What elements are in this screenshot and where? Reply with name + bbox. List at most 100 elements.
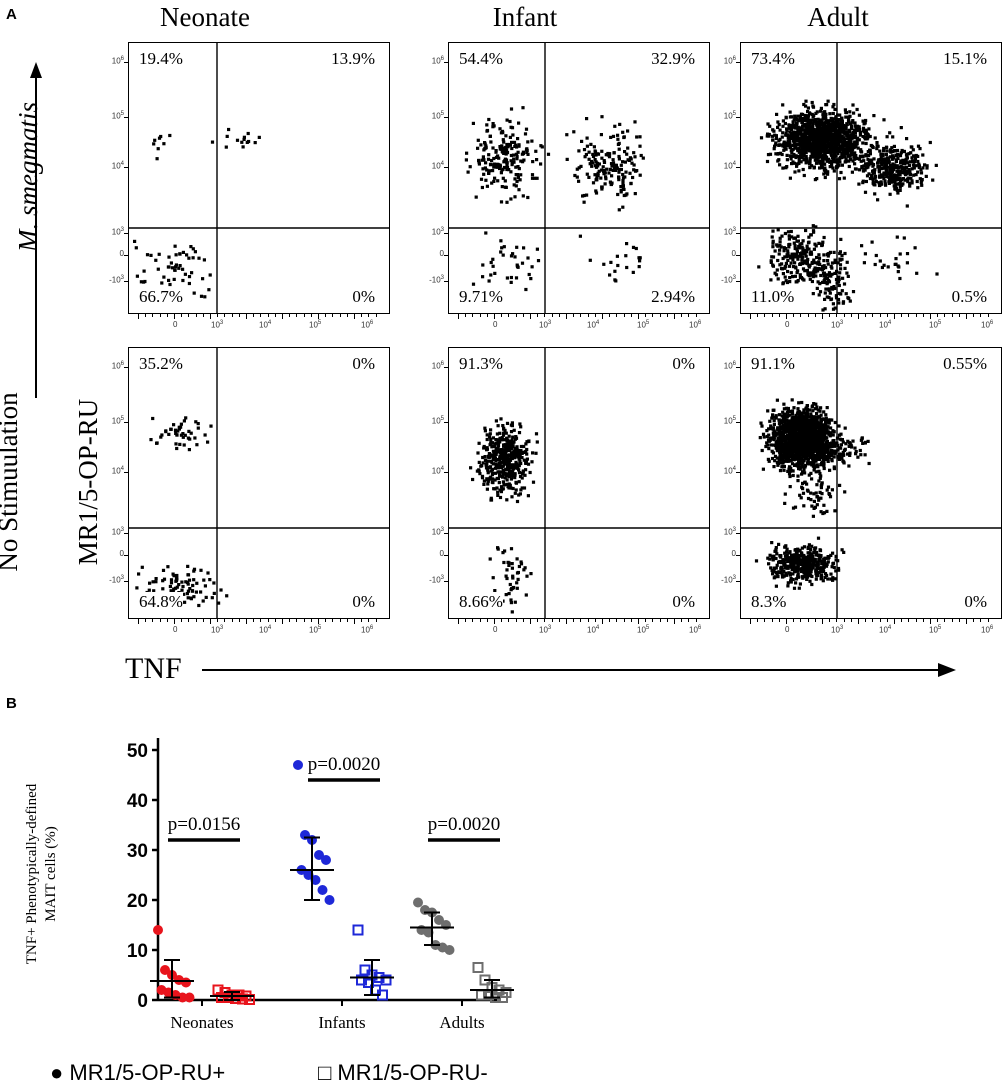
event-dot [796,257,800,261]
event-dot [848,110,852,114]
event-dot [817,448,821,452]
event-dot [839,237,843,241]
event-dot [477,441,481,445]
y-tick-label: 0 [439,249,444,258]
event-dot [925,166,929,170]
event-dot [783,443,787,447]
event-dot [797,143,801,147]
event-dot [490,473,494,477]
event-dot [241,145,245,149]
event-dot [485,128,490,133]
event-dot [767,562,771,566]
event-dot [788,276,792,280]
event-dot [235,138,240,142]
event-dot [813,149,817,153]
event-dot [833,306,837,310]
event-dot [807,263,811,267]
event-dot [823,157,828,161]
event-dot [530,139,534,143]
x-tick-mark [522,314,524,317]
event-dot [817,137,821,141]
x-tick-mark [361,619,363,622]
event-dot [827,452,831,456]
event-dot [820,243,824,248]
event-dot [832,157,836,161]
event-dot [816,432,820,436]
event-dot [765,429,769,433]
event-dot [794,424,799,428]
event-dot [501,599,505,603]
event-dot [802,438,806,442]
event-dot [507,168,511,172]
event-dot [815,286,819,290]
event-dot [853,131,857,135]
event-dot [494,452,498,456]
event-dot [885,135,889,139]
event-dot [210,140,215,144]
event-dot [809,437,813,441]
event-dot [515,157,519,161]
event-dot [802,128,806,132]
event-dot [824,117,828,121]
quadrant-ll-value: 66.7% [139,287,183,307]
event-dot [510,146,514,151]
event-dot [621,205,625,209]
event-dot [837,177,842,181]
event-dot [520,456,524,460]
event-dot [505,444,509,448]
x-tick-mark [966,314,967,319]
event-dot [826,144,830,148]
event-dot [800,141,804,145]
event-dot [812,429,816,433]
event-dot [533,176,537,180]
event-dot [829,143,833,147]
x-tick-mark [274,314,276,317]
event-dot [782,402,786,406]
event-dot [505,568,509,572]
x-tick-mark [318,314,319,319]
event-dot [185,580,190,584]
event-dot [799,130,803,134]
x-tick-mark [354,314,355,319]
y-tick-label: 105 [111,416,124,426]
event-dot [795,422,799,426]
event-dot [824,121,828,125]
x-tick-mark [458,314,459,319]
event-dot [534,451,538,455]
event-dot [916,170,920,174]
event-dot [841,459,845,463]
event-dot [780,456,784,460]
event-dot [818,431,822,435]
event-dot [826,142,830,146]
event-dot [797,458,801,462]
event-dot [783,275,787,279]
event-dot [637,256,641,260]
event-dot [594,191,599,195]
event-dot [871,177,875,181]
x-tick-mark [594,619,596,622]
event-dot [536,259,541,263]
event-dot [498,454,502,458]
x-tick-label: 104 [587,320,600,330]
x-tick-mark [674,314,675,319]
event-dot [798,273,802,277]
event-dot [799,453,803,457]
event-dot [832,102,836,107]
event-dot [140,565,144,569]
event-dot [227,127,231,132]
event-dot [806,449,810,453]
event-dot [180,580,184,584]
event-dot [831,287,835,291]
y-tick-label: 0 [731,249,736,258]
event-dot [801,249,805,253]
event-dot [777,442,781,446]
event-dot [168,584,172,589]
event-dot [606,151,610,156]
x-tick-mark [530,619,531,624]
event-dot [864,162,868,166]
event-dot [843,108,847,112]
event-dot [850,170,854,174]
event-dot [784,454,788,458]
event-dot [621,130,625,134]
event-dot [631,270,635,274]
